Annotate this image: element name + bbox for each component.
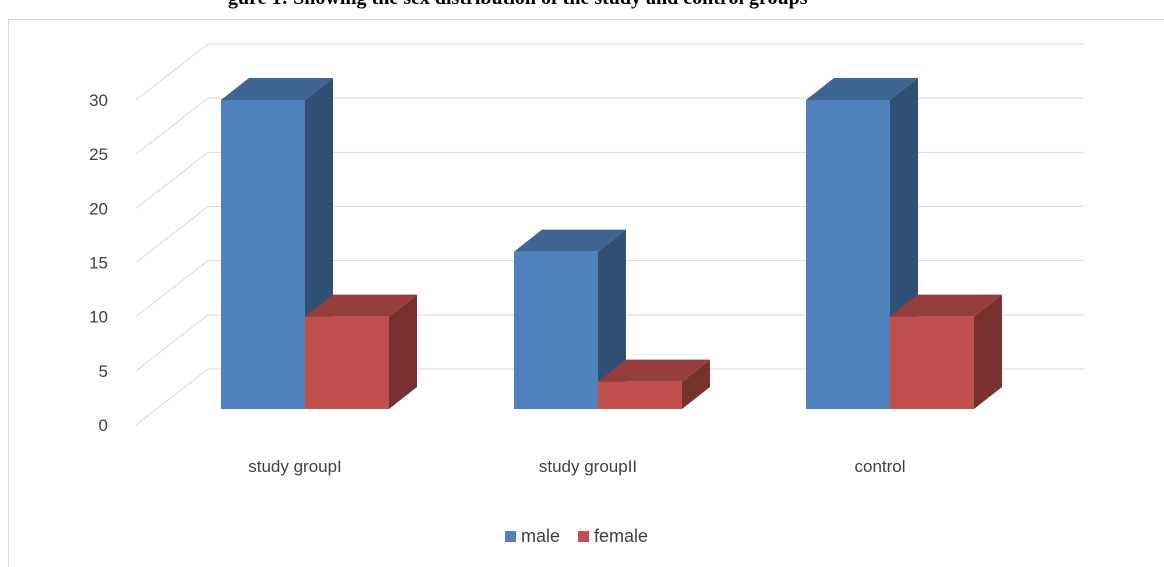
legend-swatch-male <box>505 531 516 542</box>
x-category-label-2: control <box>854 457 905 476</box>
gridline-diagonal-1 <box>135 314 209 372</box>
bar-female-1 <box>598 381 682 409</box>
bar-top-male-0 <box>221 78 333 100</box>
legend-swatch-female <box>578 531 590 542</box>
gridline-diagonal-3 <box>135 206 209 263</box>
y-tick-label-3: 15 <box>89 254 108 273</box>
y-tick-label-5: 25 <box>89 145 108 164</box>
gridline-diagonal-0 <box>135 368 209 426</box>
legend-label-female: female <box>594 526 649 546</box>
chart-legend: male female <box>505 526 666 547</box>
y-tick-label-4: 20 <box>89 199 108 218</box>
gridline-diagonal-5 <box>135 97 209 155</box>
legend-label-male: male <box>521 526 561 546</box>
bar-top-female-1 <box>598 359 710 382</box>
bar-side-female-0 <box>389 294 417 409</box>
bar-side-female-1 <box>682 359 710 409</box>
bar-female-2 <box>890 316 974 409</box>
figure-caption-text: gure 1: Showing the sex distribution of … <box>228 0 808 10</box>
bar-top-female-0 <box>305 294 417 317</box>
bar-male-1 <box>514 251 598 409</box>
bar-top-female-2 <box>890 294 1002 317</box>
y-tick-label-6: 30 <box>89 91 108 110</box>
bar-male-2 <box>806 100 890 409</box>
bar-top-male-1 <box>514 229 626 252</box>
gridline-diagonal-2 <box>135 260 209 318</box>
bar-female-0 <box>305 316 389 409</box>
bar-top-male-2 <box>806 78 918 100</box>
y-tick-label-1: 5 <box>99 362 108 381</box>
y-tick-label-2: 10 <box>89 308 108 327</box>
bar-side-female-2 <box>974 294 1002 409</box>
chart-frame <box>8 19 1164 567</box>
legend-item-male: male <box>505 526 560 547</box>
x-category-label-1: study groupII <box>539 457 637 476</box>
bar-side-male-1 <box>598 229 626 409</box>
x-category-label-0: study groupI <box>248 457 342 476</box>
gridline-diagonal-4 <box>135 151 209 209</box>
gridline-diagonal-6 <box>135 43 209 101</box>
legend-item-female: female <box>578 526 648 547</box>
y-tick-label-0: 0 <box>99 416 108 435</box>
figure-caption: gure 1: Showing the sex distribution of … <box>0 0 1164 22</box>
bar-male-0 <box>221 100 305 409</box>
